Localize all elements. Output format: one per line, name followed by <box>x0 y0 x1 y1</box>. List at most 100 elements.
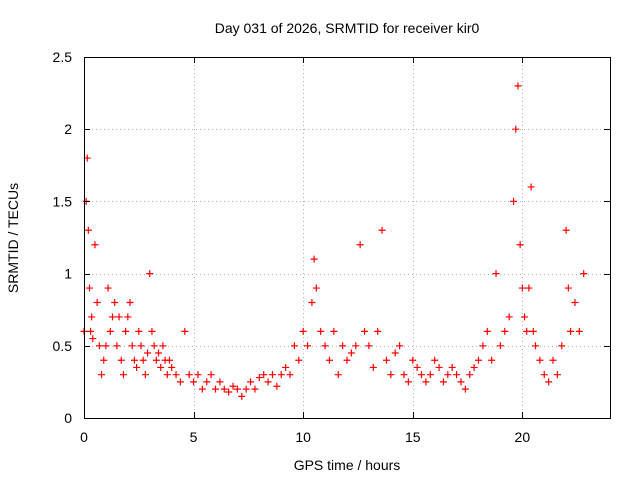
data-point <box>396 342 404 350</box>
data-point <box>510 197 518 205</box>
data-point <box>233 385 241 393</box>
data-point <box>529 327 537 335</box>
data-point <box>365 342 373 350</box>
data-point <box>135 327 143 335</box>
data-point <box>106 327 114 335</box>
data-point <box>150 342 158 350</box>
data-point <box>334 371 342 379</box>
data-point <box>523 327 531 335</box>
data-point <box>475 356 482 364</box>
data-point <box>461 385 469 393</box>
data-point <box>361 327 369 335</box>
data-point <box>435 363 443 371</box>
data-point <box>580 270 588 278</box>
data-point <box>185 371 193 379</box>
data-point <box>404 378 412 386</box>
data-point <box>512 125 520 133</box>
points-layer <box>80 82 588 400</box>
data-point <box>492 270 500 278</box>
data-point <box>466 371 474 379</box>
data-point <box>558 342 566 350</box>
data-point <box>87 327 95 335</box>
data-point <box>505 313 513 321</box>
data-point <box>85 284 93 292</box>
data-point <box>545 378 553 386</box>
data-point <box>220 385 228 393</box>
data-point <box>146 270 154 278</box>
data-point <box>312 284 320 292</box>
data-point <box>391 349 399 357</box>
data-point <box>286 371 294 379</box>
plot-frame <box>84 57 611 419</box>
data-point <box>470 363 478 371</box>
data-point <box>426 371 434 379</box>
data-point <box>330 327 338 335</box>
data-point <box>273 382 281 390</box>
data-point <box>374 327 382 335</box>
data-point <box>444 371 452 379</box>
data-point <box>163 371 171 379</box>
data-point <box>378 226 386 234</box>
data-point <box>525 284 533 292</box>
data-point <box>369 363 377 371</box>
data-point <box>165 356 173 364</box>
data-point <box>575 327 583 335</box>
data-point <box>229 382 237 390</box>
data-point <box>321 342 329 350</box>
data-point <box>549 356 557 364</box>
data-point <box>527 183 535 191</box>
data-point <box>168 363 176 371</box>
data-point <box>290 342 298 350</box>
data-point <box>308 298 316 306</box>
data-point <box>567 327 575 335</box>
data-point <box>536 356 544 364</box>
chart-title: Day 031 of 2026, SRMTID for receiver kir… <box>215 20 480 36</box>
data-point <box>299 327 307 335</box>
data-point <box>176 378 184 386</box>
data-point <box>264 378 272 386</box>
data-point <box>141 371 149 379</box>
data-point <box>93 298 101 306</box>
data-point <box>562 226 570 234</box>
data-point <box>488 356 496 364</box>
data-point <box>216 378 224 386</box>
data-point <box>139 356 147 364</box>
x-tick-label: 0 <box>80 429 88 445</box>
data-point <box>514 82 522 90</box>
data-point <box>207 371 215 379</box>
data-point <box>225 388 233 396</box>
y-tick-label: 1 <box>64 266 72 282</box>
x-axis-label: GPS time / hours <box>294 457 401 473</box>
data-point <box>98 371 106 379</box>
data-point <box>84 226 92 234</box>
data-point <box>531 342 539 350</box>
data-point <box>133 363 141 371</box>
data-point <box>104 284 112 292</box>
data-point <box>122 327 130 335</box>
x-tick-label: 5 <box>190 429 198 445</box>
data-point <box>352 342 360 350</box>
data-point <box>119 371 127 379</box>
data-point <box>553 371 561 379</box>
data-point <box>448 363 456 371</box>
data-point <box>268 371 276 379</box>
data-point <box>212 385 219 393</box>
data-point <box>453 371 461 379</box>
data-point <box>304 342 312 350</box>
y-tick-label: 2.5 <box>53 49 73 65</box>
data-point <box>431 356 439 364</box>
data-point <box>310 255 318 263</box>
data-point <box>144 349 152 357</box>
data-point <box>159 342 167 350</box>
data-point <box>152 356 160 364</box>
data-point <box>422 378 430 386</box>
data-point <box>251 385 259 393</box>
data-point <box>148 327 156 335</box>
data-point <box>102 342 110 350</box>
data-point <box>88 313 96 321</box>
data-point <box>347 349 355 357</box>
data-point <box>496 342 504 350</box>
data-point <box>343 356 351 364</box>
